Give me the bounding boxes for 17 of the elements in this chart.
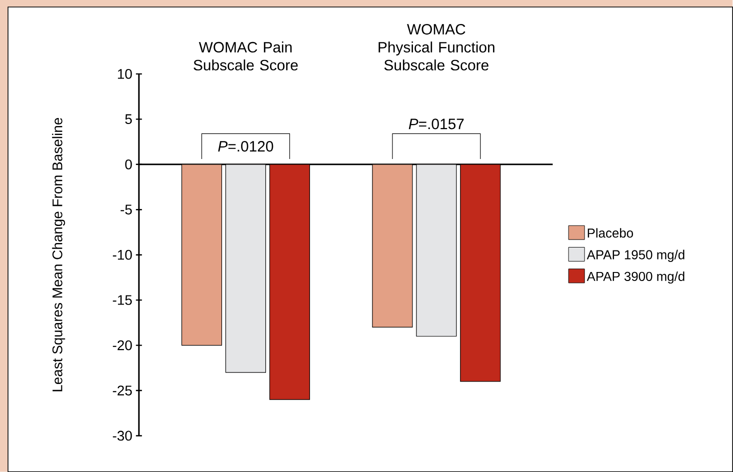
y-tick-label: -15 [112, 295, 132, 305]
y-tick-label: -5 [120, 204, 132, 214]
y-tick-label: 0 [125, 159, 132, 170]
legend-label: APAP 1950 mg/d [586, 250, 684, 262]
legend-label: Placebo [588, 228, 634, 238]
y-tick-label: 5 [125, 114, 132, 124]
legend-label: APAP 3900 mg/d [586, 271, 684, 284]
annotation: P=.0157 [408, 118, 464, 130]
y-tick-label: 10 [118, 68, 132, 79]
y-tick-label: -30 [112, 430, 132, 441]
y-axis-title: Least Squares Mean Change From Baseline [52, 118, 66, 392]
x-tick-label: WOMAC Pain Subscale Score [194, 41, 298, 70]
y-tick-label: -20 [112, 340, 132, 350]
y-tick-label: -10 [112, 250, 132, 260]
x-tick-label: WOMAC Physical Function Subscale Score [378, 24, 494, 70]
y-tick-label: -25 [112, 386, 132, 396]
annotation: P=.0120 [218, 140, 274, 152]
